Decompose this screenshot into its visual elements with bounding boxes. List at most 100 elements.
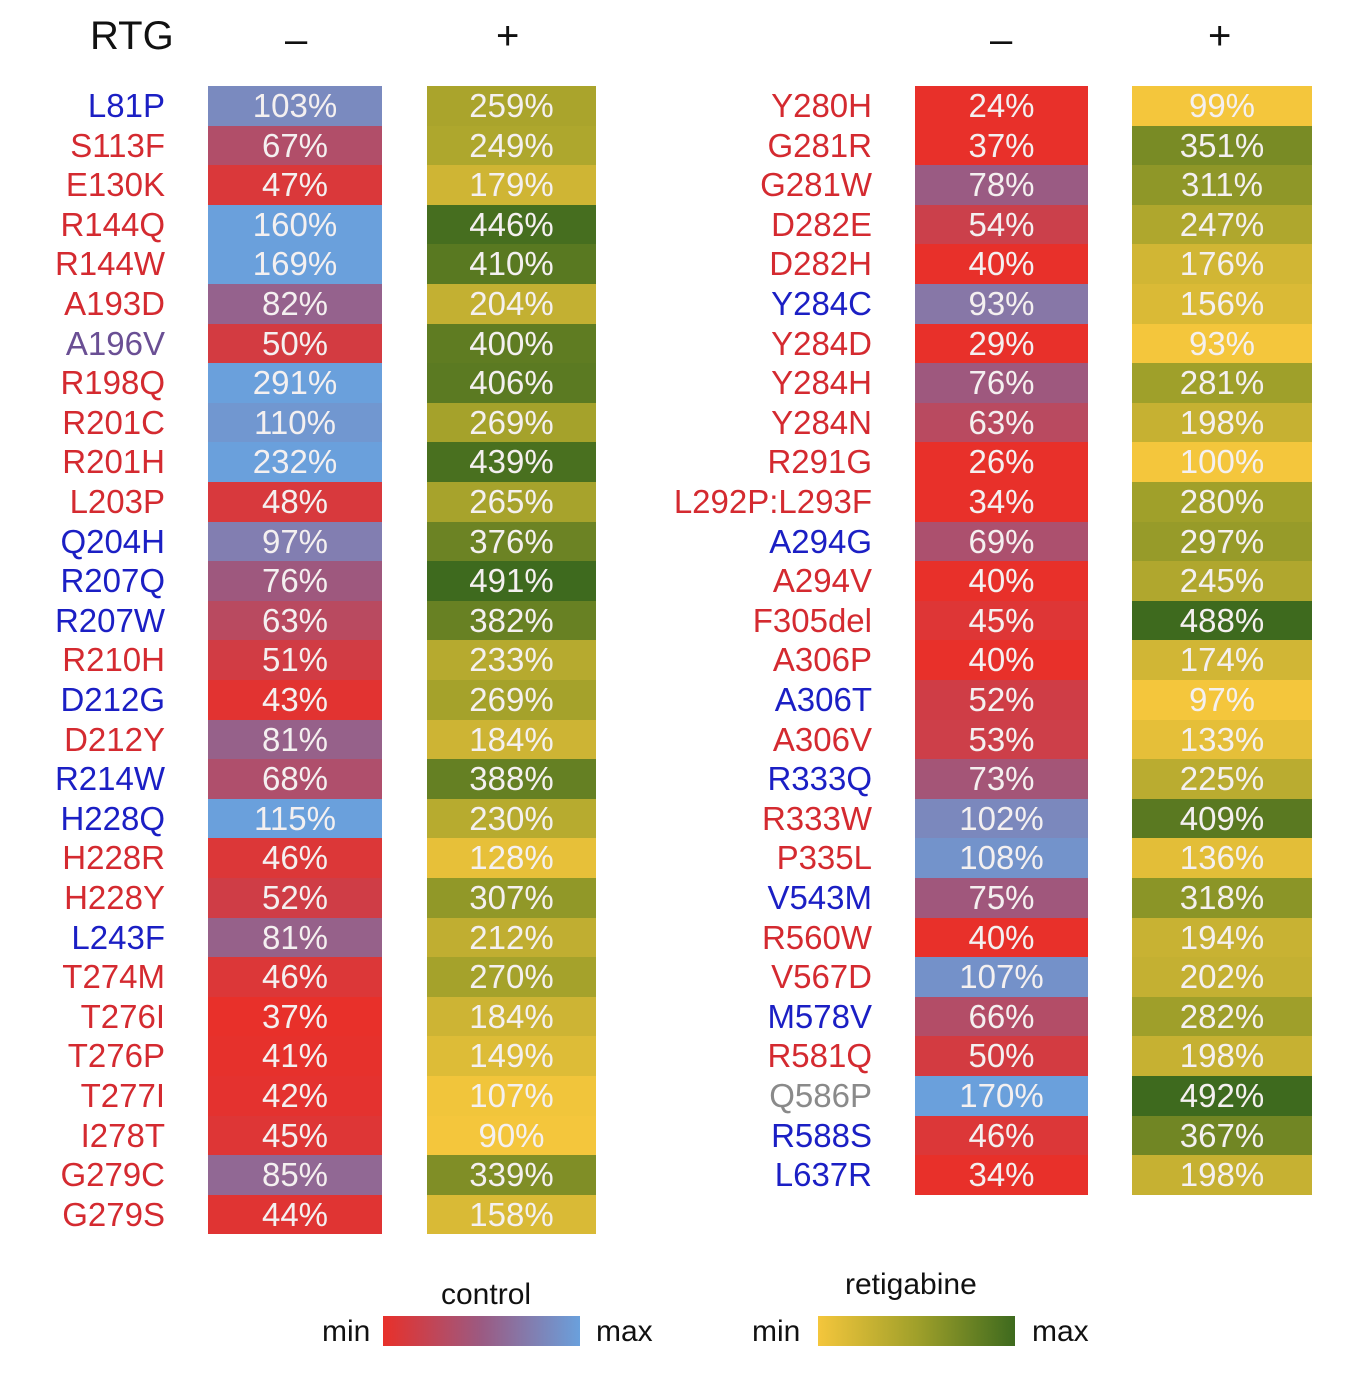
legend-retigabine-max: max	[1032, 1315, 1089, 1348]
retigabine-cell: 194%	[1132, 917, 1312, 958]
retigabine-cell: 382%	[427, 600, 596, 641]
control-cell: 45%	[208, 1115, 382, 1156]
retigabine-cell: 367%	[1132, 1115, 1312, 1156]
retigabine-cell: 99%	[1132, 86, 1312, 126]
mutation-label: R210H	[62, 641, 165, 679]
mutation-label: D212Y	[64, 720, 165, 758]
control-cell: 291%	[208, 363, 382, 403]
control-cell: 82%	[208, 284, 382, 324]
mutation-label: A294V	[772, 562, 872, 600]
mutation-label: H228Y	[64, 879, 165, 916]
mutation-label: L81P	[87, 87, 165, 124]
control-cell: 85%	[208, 1155, 382, 1195]
control-cell: 81%	[208, 719, 382, 760]
mutation-label: R581Q	[767, 1037, 872, 1075]
mutation-label: A306V	[772, 720, 872, 758]
retigabine-cell: 410%	[427, 244, 596, 284]
mutation-label: H228Q	[60, 799, 165, 837]
control-cell: 34%	[915, 1155, 1088, 1195]
retigabine-cell: 133%	[1132, 719, 1312, 760]
retigabine-cell: 491%	[427, 561, 596, 601]
mutation-label: S113F	[70, 126, 165, 164]
retigabine-cell: 230%	[427, 798, 596, 839]
mutation-label: R333Q	[767, 760, 872, 798]
mutation-label: Q204H	[60, 522, 165, 560]
control-cell: 46%	[915, 1115, 1088, 1156]
control-cell: 45%	[915, 600, 1088, 641]
retigabine-cell: 128%	[427, 838, 596, 878]
control-cell: 102%	[915, 798, 1088, 839]
control-cell: 53%	[915, 719, 1088, 760]
mutation-label: R560W	[761, 918, 872, 956]
retigabine-cell: 269%	[427, 402, 596, 443]
legend-control-title: control	[441, 1278, 532, 1311]
control-cell: 93%	[915, 284, 1088, 324]
mutation-label: G281W	[760, 166, 872, 204]
control-cell: 37%	[915, 125, 1088, 166]
control-cell: 63%	[915, 402, 1088, 443]
control-cell: 52%	[915, 680, 1088, 720]
mutation-label: Q586P	[769, 1077, 872, 1114]
retigabine-cell: 351%	[1132, 125, 1312, 166]
control-cell: 110%	[208, 402, 382, 443]
control-cell: 97%	[208, 521, 382, 562]
retigabine-cell: 93%	[1132, 323, 1312, 364]
control-cell: 40%	[915, 917, 1088, 958]
retigabine-cell: 198%	[1132, 1036, 1312, 1076]
legend-retigabine-min: min	[752, 1315, 801, 1348]
retigabine-cell: 339%	[427, 1155, 596, 1195]
control-cell: 29%	[915, 323, 1088, 364]
retigabine-cell: 184%	[427, 996, 596, 1037]
retigabine-cell: 280%	[1132, 482, 1312, 522]
retigabine-cell: 281%	[1132, 363, 1312, 403]
mutation-label: V543M	[767, 879, 872, 916]
retigabine-cell: 297%	[1132, 521, 1312, 562]
control-cell: 40%	[915, 640, 1088, 680]
retigabine-cell: 245%	[1132, 561, 1312, 601]
left-col-header-minus: –	[285, 18, 308, 62]
mutation-label: A306T	[774, 681, 872, 718]
retigabine-cell: 198%	[1132, 1155, 1312, 1195]
mutation-label: Y284N	[771, 403, 872, 441]
control-cell: 67%	[208, 125, 382, 166]
mutation-label: Y284D	[771, 324, 872, 362]
control-cell: 41%	[208, 1036, 382, 1076]
retigabine-cell: 409%	[1132, 798, 1312, 839]
control-cell: 51%	[208, 640, 382, 680]
control-cell: 40%	[915, 561, 1088, 601]
control-cell: 160%	[208, 204, 382, 245]
control-cell: 73%	[915, 759, 1088, 799]
mutation-label: Y284H	[771, 364, 872, 402]
control-cell: 48%	[208, 482, 382, 522]
mutation-label: T274M	[62, 958, 165, 996]
control-cell: 47%	[208, 165, 382, 205]
mutation-label: A306P	[772, 641, 872, 679]
control-cell: 78%	[915, 165, 1088, 205]
control-cell: 26%	[915, 442, 1088, 482]
retigabine-cell: 247%	[1132, 204, 1312, 245]
retigabine-cell: 179%	[427, 165, 596, 205]
control-cell: 50%	[208, 323, 382, 364]
control-cell: 40%	[915, 244, 1088, 284]
right-col-header-minus: –	[990, 18, 1013, 62]
retigabine-cell: 259%	[427, 86, 596, 126]
mutation-label: L203P	[69, 483, 165, 520]
mutation-label: A196V	[65, 324, 165, 362]
mutation-label: G281R	[767, 126, 872, 164]
control-cell: 232%	[208, 442, 382, 482]
mutation-label: F305del	[752, 601, 872, 639]
mutation-label: T276I	[80, 997, 165, 1035]
control-cell: 46%	[208, 838, 382, 878]
mutation-label: G279S	[62, 1195, 165, 1233]
retigabine-cell: 233%	[427, 640, 596, 680]
control-cell: 43%	[208, 680, 382, 720]
control-cell: 52%	[208, 878, 382, 918]
legend-control-gradient	[383, 1316, 580, 1346]
control-cell: 115%	[208, 798, 382, 839]
retigabine-cell: 406%	[427, 363, 596, 403]
control-cell: 170%	[915, 1076, 1088, 1116]
control-cell: 169%	[208, 244, 382, 284]
control-cell: 76%	[208, 561, 382, 601]
mutation-label: R333W	[761, 799, 872, 837]
mutation-label: L637R	[774, 1156, 872, 1194]
